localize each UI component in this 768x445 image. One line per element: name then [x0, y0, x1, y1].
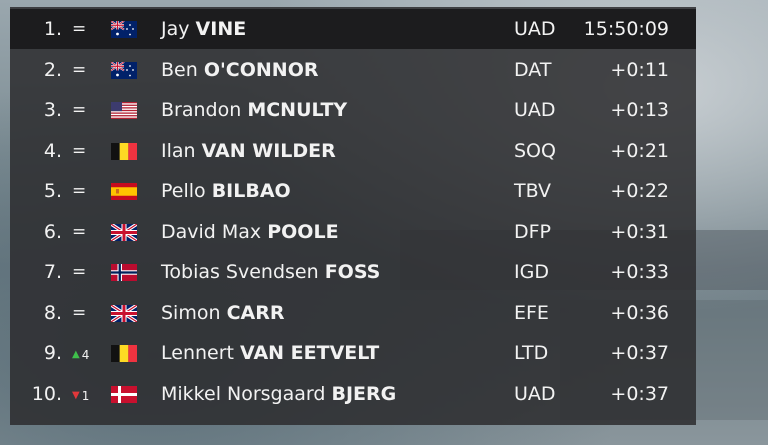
standings-row: 7. = Tobias Svendsen FOSS IGD +0:33: [10, 252, 696, 292]
denmark-flag: [111, 385, 137, 403]
rider-first-name: Mikkel Norsgaard: [161, 382, 326, 405]
position-change-delta: 4: [81, 348, 90, 362]
rider-last-name: VAN EETVELT: [240, 342, 380, 364]
rider-first-name: Ben: [161, 58, 198, 81]
position-change: ▼ 1: [72, 374, 104, 416]
uk-flag: [111, 304, 137, 322]
rider-first-name: Brandon: [161, 99, 242, 121]
team-code: DAT: [514, 58, 552, 81]
team-code: TBV: [514, 180, 552, 202]
gap-time: +0:13: [610, 99, 669, 121]
gap-time: +0:37: [610, 342, 669, 364]
position-change: =: [72, 140, 87, 161]
rider-first-name: Lennert: [161, 342, 234, 364]
team-code: LTD: [514, 342, 549, 364]
rider-name: Brandon MCNULTY: [161, 90, 347, 130]
norway-flag: [111, 264, 137, 281]
gap-time: +0:33: [610, 261, 669, 283]
standings-row: 5. = Pello BILBAO TBV +0:22: [10, 171, 696, 211]
standings-row: 8. = Simon CARR EFE +0:36: [10, 293, 696, 333]
rank: 9.: [43, 342, 62, 364]
rank: 1.: [43, 18, 62, 40]
rider-name: Lennert VAN EETVELT: [161, 333, 379, 373]
general-classification-panel: 1. = Jay VINE UAD 15:50:09 2. = Ben O'CONNOR DAT…: [10, 7, 696, 425]
rider-last-name: O'CONNOR: [203, 58, 319, 81]
rank: 3.: [43, 99, 62, 121]
usa-flag: [111, 102, 137, 119]
standings-row: 6. = David Max POOLE DFP +0:31: [10, 212, 696, 252]
gap-time: +0:31: [610, 220, 669, 243]
australia-flag: [111, 61, 137, 79]
rider-last-name: MCNULTY: [247, 99, 348, 121]
rider-first-name: Simon: [161, 301, 221, 324]
position-change: =: [72, 181, 87, 201]
rider-last-name: BILBAO: [211, 180, 291, 202]
gap-time: 15:50:09: [583, 18, 669, 40]
gap-time: +0:22: [610, 180, 669, 202]
position-change-delta: 1: [81, 388, 90, 403]
team-code: EFE: [514, 301, 549, 324]
rank: 2.: [43, 58, 62, 81]
rider-first-name: David Max: [161, 220, 262, 243]
gap-time: +0:37: [610, 382, 669, 405]
position-change: =: [72, 302, 87, 323]
standings-row: 1. = Jay VINE UAD 15:50:09: [10, 9, 696, 49]
belgium-flag: [111, 345, 137, 362]
standings-row: 9. ▲ 4 Lennert VAN EETVELT LTD +0:37: [10, 333, 696, 373]
rank: 6.: [43, 220, 62, 243]
position-change: =: [72, 221, 87, 242]
rider-name: Simon CARR: [161, 293, 284, 333]
rider-last-name: VINE: [195, 18, 247, 40]
rider-name: Pello BILBAO: [161, 171, 291, 211]
position-change: =: [72, 262, 87, 282]
rider-name: Mikkel Norsgaard BJERG: [161, 374, 396, 414]
gap-time: +0:36: [610, 301, 669, 324]
team-code: UAD: [514, 99, 556, 121]
triangle-up-icon: ▲: [72, 349, 80, 360]
standings-row: 10. ▼ 1 Mikkel Norsgaard BJERG UAD +0:37: [10, 374, 696, 414]
rider-last-name: FOSS: [324, 261, 381, 283]
belgium-flag: [111, 142, 137, 160]
team-code: SOQ: [514, 139, 556, 162]
rider-name: Tobias Svendsen FOSS: [161, 252, 380, 292]
rider-last-name: CARR: [226, 301, 285, 324]
standings-row: 2. = Ben O'CONNOR DAT +0:11: [10, 50, 696, 90]
position-change: =: [72, 100, 87, 120]
team-code: IGD: [514, 261, 549, 283]
position-change: ▲ 4: [72, 333, 104, 375]
rank: 4.: [43, 139, 62, 162]
triangle-down-icon: ▼: [72, 389, 80, 401]
position-change: =: [72, 59, 87, 80]
uk-flag: [111, 223, 137, 241]
rider-name: Ben O'CONNOR: [161, 50, 318, 90]
rider-first-name: Pello: [161, 180, 206, 202]
rider-last-name: VAN WILDER: [201, 139, 336, 162]
rider-first-name: Tobias Svendsen: [161, 261, 319, 283]
gap-time: +0:21: [610, 139, 669, 162]
team-code: UAD: [514, 18, 556, 40]
standings-row: 4. = Ilan VAN WILDER SOQ +0:21: [10, 131, 696, 171]
rank: 10.: [31, 382, 62, 405]
rider-name: Ilan VAN WILDER: [161, 131, 336, 171]
rider-first-name: Jay: [161, 18, 190, 40]
rider-last-name: BJERG: [331, 382, 397, 405]
rank: 5.: [43, 180, 62, 202]
rider-first-name: Ilan: [161, 139, 196, 162]
australia-flag: [111, 21, 137, 38]
rider-name: Jay VINE: [161, 9, 246, 49]
gap-time: +0:11: [610, 58, 669, 81]
position-change: =: [72, 19, 87, 39]
rank: 7.: [43, 261, 62, 283]
rank: 8.: [43, 301, 62, 324]
rider-name: David Max POOLE: [161, 212, 339, 252]
rider-last-name: POOLE: [267, 220, 339, 243]
team-code: UAD: [514, 382, 556, 405]
spain-flag: [111, 183, 137, 200]
team-code: DFP: [514, 220, 552, 243]
standings-row: 3. = Brandon MCNULTY UAD +0:13: [10, 90, 696, 130]
